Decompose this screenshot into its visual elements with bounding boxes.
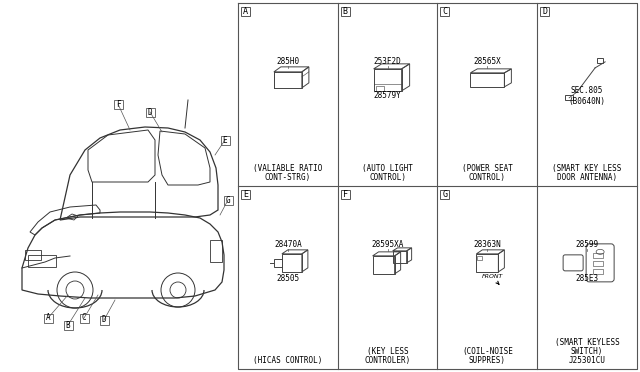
Bar [340, 7, 349, 16]
Bar [145, 108, 154, 116]
Text: FRONT: FRONT [481, 275, 503, 284]
Bar [340, 190, 349, 199]
Text: (HICAS CONTROL): (HICAS CONTROL) [253, 356, 323, 365]
Text: (SMART KEY LESS: (SMART KEY LESS [552, 164, 622, 173]
Text: (KEY LESS: (KEY LESS [367, 347, 408, 356]
Bar [241, 7, 250, 16]
Text: 285E3: 285E3 [575, 275, 598, 283]
Text: CONT-STRG): CONT-STRG) [265, 173, 311, 182]
Bar [376, 86, 383, 91]
Text: E: E [243, 190, 248, 199]
Bar [593, 261, 603, 266]
Text: SEC.805
(B0640N): SEC.805 (B0640N) [568, 86, 605, 106]
Bar [63, 321, 72, 330]
Bar [113, 99, 122, 109]
Bar [44, 314, 52, 323]
Text: (AUTO LIGHT: (AUTO LIGHT [362, 164, 413, 173]
Bar [440, 190, 449, 199]
Text: D: D [102, 315, 106, 324]
Bar [79, 314, 88, 323]
Text: (SMART KEYLESS: (SMART KEYLESS [555, 338, 620, 347]
Bar [223, 196, 232, 205]
Text: D: D [148, 108, 152, 116]
Text: DOOR ANTENNA): DOOR ANTENNA) [557, 173, 617, 182]
Text: F: F [116, 99, 120, 109]
Text: F: F [343, 190, 348, 199]
Bar [28, 255, 56, 267]
Bar [593, 253, 603, 258]
Bar [25, 250, 41, 260]
Text: G: G [226, 196, 230, 205]
Text: C: C [442, 7, 447, 16]
Text: 28565X: 28565X [474, 57, 501, 66]
Text: 28470A: 28470A [274, 240, 301, 249]
Text: (POWER SEAT: (POWER SEAT [462, 164, 513, 173]
Bar [241, 190, 250, 199]
Bar [99, 315, 109, 324]
Text: A: A [243, 7, 248, 16]
Text: 28579Y: 28579Y [374, 92, 401, 100]
Text: G: G [442, 190, 447, 199]
Bar [565, 95, 573, 100]
Text: (VALIABLE RATIO: (VALIABLE RATIO [253, 164, 323, 173]
Text: J25301CU: J25301CU [568, 356, 605, 365]
Text: CONTROL): CONTROL) [369, 173, 406, 182]
Text: B: B [66, 321, 70, 330]
Bar [440, 7, 449, 16]
Text: CONTROLER): CONTROLER) [365, 356, 411, 365]
Text: CONTROL): CONTROL) [469, 173, 506, 182]
Text: SUPPRES): SUPPRES) [469, 356, 506, 365]
Text: 28505: 28505 [276, 275, 300, 283]
Bar [540, 7, 549, 16]
Text: SWITCH): SWITCH) [571, 347, 604, 356]
Bar [593, 269, 603, 274]
Text: A: A [45, 314, 51, 323]
Bar [477, 256, 483, 260]
Bar [221, 135, 230, 144]
Text: B: B [343, 7, 348, 16]
Text: 253F2D: 253F2D [374, 57, 401, 66]
Text: D: D [542, 7, 547, 16]
Bar [597, 58, 603, 63]
Text: 285H0: 285H0 [276, 57, 300, 66]
Text: 28595XA: 28595XA [371, 240, 404, 249]
Text: C: C [82, 314, 86, 323]
Text: (COIL-NOISE: (COIL-NOISE [462, 347, 513, 356]
Text: 28363N: 28363N [474, 240, 501, 249]
Text: 28599: 28599 [575, 240, 598, 249]
Text: E: E [223, 135, 227, 144]
Bar [210, 240, 222, 262]
